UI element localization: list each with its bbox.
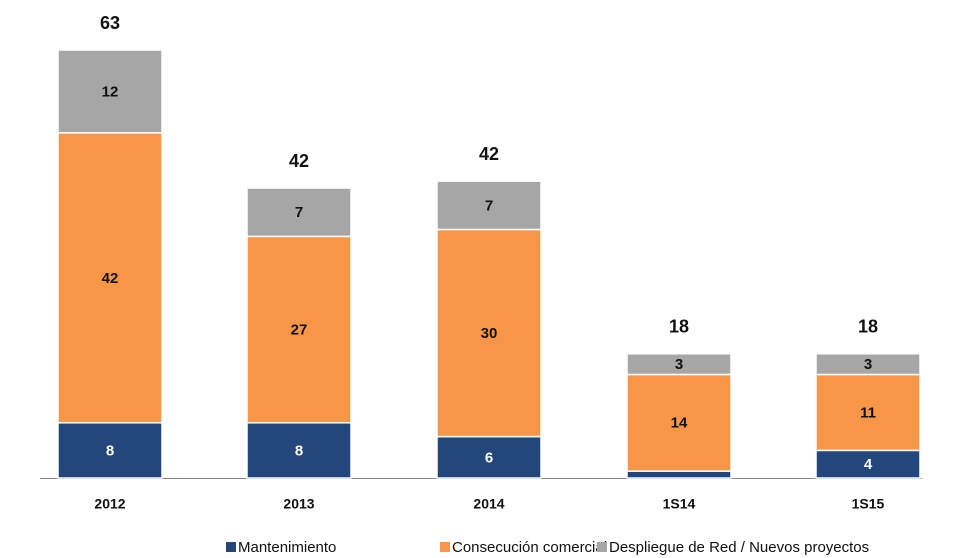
value-label: 3 bbox=[864, 356, 872, 373]
x-tick-label: 2012 bbox=[94, 496, 125, 512]
total-label: 42 bbox=[289, 151, 309, 171]
x-tick-label: 2014 bbox=[473, 496, 504, 512]
bar-segment bbox=[57, 422, 163, 479]
bar-segment bbox=[246, 422, 352, 479]
value-label: 27 bbox=[291, 322, 308, 339]
total-label: 42 bbox=[479, 144, 499, 164]
bar-segment bbox=[436, 435, 542, 479]
legend-swatch bbox=[440, 542, 450, 552]
bar-segment bbox=[626, 470, 732, 479]
value-label: 30 bbox=[481, 325, 498, 342]
bar-segment bbox=[815, 449, 921, 479]
x-tick-label: 2013 bbox=[283, 496, 314, 512]
value-label: 3 bbox=[675, 356, 683, 373]
legend-label: Mantenimiento bbox=[238, 539, 336, 556]
total-label: 63 bbox=[100, 13, 120, 33]
legend-swatch bbox=[597, 542, 607, 552]
value-label: 4 bbox=[864, 456, 873, 473]
value-label: 42 bbox=[102, 270, 119, 287]
bar-segment bbox=[57, 49, 163, 134]
value-label: 8 bbox=[295, 442, 303, 459]
bar-segment bbox=[246, 187, 352, 238]
value-label: 14 bbox=[671, 415, 688, 432]
bar-segment bbox=[815, 373, 921, 452]
bar-segment bbox=[436, 228, 542, 438]
bar-segment bbox=[626, 373, 732, 472]
bar-segment bbox=[436, 180, 542, 231]
legend-label: Consecución comercial bbox=[452, 539, 607, 556]
value-label: 7 bbox=[295, 204, 303, 221]
value-label: 12 bbox=[102, 83, 119, 100]
bar-segment bbox=[815, 352, 921, 376]
bar-segment bbox=[57, 132, 163, 424]
value-label: 8 bbox=[106, 442, 114, 459]
value-label: 11 bbox=[860, 404, 876, 421]
legend-swatch bbox=[226, 542, 236, 552]
x-tick-label: 1S15 bbox=[852, 496, 885, 512]
value-label: 6 bbox=[485, 449, 493, 466]
bar-segment bbox=[246, 235, 352, 424]
x-tick-label: 1S14 bbox=[663, 496, 696, 512]
total-label: 18 bbox=[669, 316, 689, 336]
legend-label: Despliegue de Red / Nuevos proyectos bbox=[609, 539, 869, 556]
total-label: 18 bbox=[858, 316, 878, 336]
value-label: 7 bbox=[485, 197, 493, 214]
bar-segment bbox=[626, 352, 732, 376]
